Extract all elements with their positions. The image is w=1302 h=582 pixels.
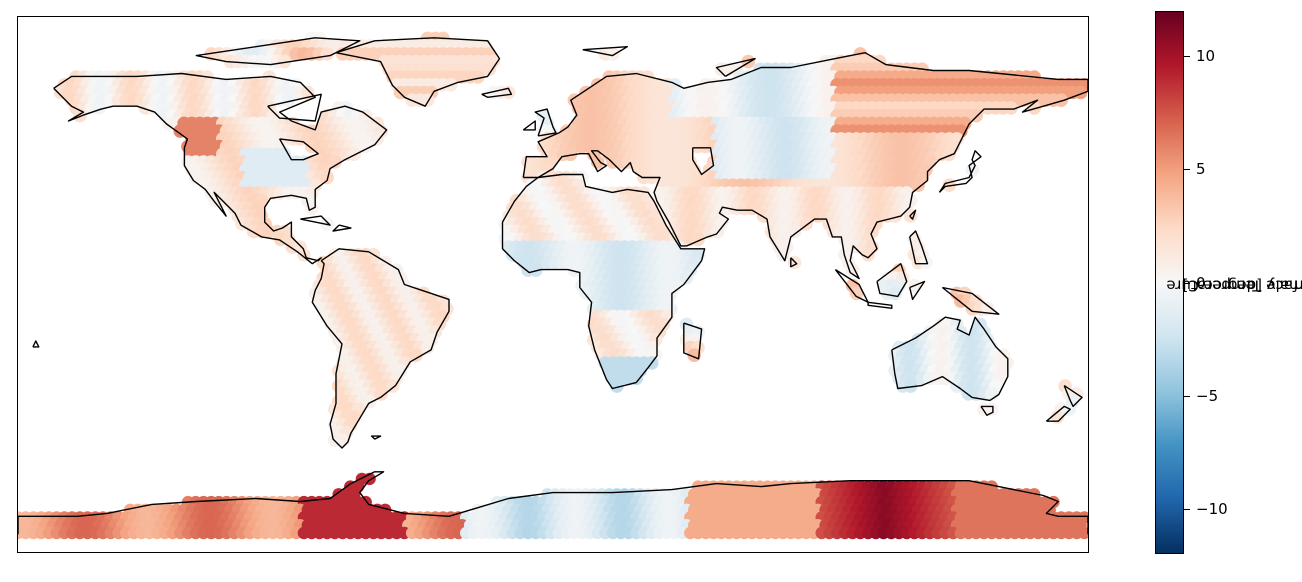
coastline-island bbox=[909, 230, 929, 265]
colorbar-tick-label: 0 bbox=[1196, 273, 1206, 292]
coastline-eurasia bbox=[522, 52, 1088, 280]
colorbar-tick-label: 5 bbox=[1196, 160, 1206, 179]
anomaly-dot bbox=[629, 371, 643, 386]
anomaly-dot bbox=[888, 286, 902, 301]
coastline-lake bbox=[692, 147, 715, 176]
anomaly-dot bbox=[328, 155, 342, 169]
colorbar bbox=[1155, 11, 1184, 554]
anomaly-dot bbox=[888, 209, 902, 223]
coastline-island bbox=[938, 150, 982, 193]
anomaly-dot bbox=[409, 348, 423, 363]
coastline-island bbox=[1063, 385, 1083, 408]
coastline-island bbox=[522, 120, 536, 131]
anomaly-dot bbox=[386, 379, 400, 393]
anomaly-dot bbox=[679, 271, 694, 285]
coastline-island bbox=[332, 224, 352, 232]
colorbar-tick-label: −5 bbox=[1196, 386, 1219, 405]
colorbar-tick bbox=[1184, 395, 1190, 397]
coastline-island bbox=[371, 435, 382, 440]
coastline-island bbox=[941, 286, 1000, 315]
coastline-island bbox=[300, 215, 331, 226]
coastline-island bbox=[790, 257, 798, 268]
coastline-antarctica bbox=[18, 471, 1088, 535]
anomaly-dot bbox=[362, 394, 377, 409]
anomaly-dot bbox=[919, 255, 933, 270]
anomaly-dot bbox=[420, 340, 435, 355]
coastline-island bbox=[909, 209, 917, 220]
coastline-lake bbox=[278, 138, 319, 161]
anomaly-dot bbox=[903, 379, 918, 393]
anomaly-dot bbox=[482, 62, 497, 77]
colorbar-tick bbox=[1184, 282, 1190, 284]
anomaly-dot bbox=[849, 286, 864, 301]
anomaly-dot bbox=[606, 47, 620, 61]
anomaly-dot bbox=[969, 108, 983, 123]
coastlines bbox=[18, 37, 1088, 535]
coastline-island bbox=[582, 46, 628, 57]
coastline-lake bbox=[267, 93, 322, 122]
anomaly-dot bbox=[281, 93, 296, 107]
coastline-north-america bbox=[53, 72, 388, 265]
colorbar-label-line2: Anomaly [degree C] bbox=[1182, 276, 1302, 295]
colorbar-tick bbox=[1184, 56, 1190, 58]
coastline-africa bbox=[501, 173, 706, 390]
colorbar-tick bbox=[1184, 508, 1190, 510]
anomaly-dot bbox=[370, 132, 385, 146]
coastline-island bbox=[32, 340, 40, 348]
world-map bbox=[18, 31, 1088, 540]
anomaly-dot bbox=[335, 433, 350, 448]
anomaly-dot bbox=[320, 47, 334, 61]
anomaly-dot bbox=[787, 224, 802, 239]
coastline-south-america bbox=[311, 248, 450, 449]
anomaly-dot bbox=[1054, 93, 1068, 107]
colorbar-tick bbox=[1184, 169, 1190, 171]
anomaly-dot bbox=[984, 402, 999, 417]
anomaly-dot bbox=[374, 387, 389, 401]
map-panel bbox=[17, 16, 1089, 553]
anomaly-dot bbox=[471, 70, 485, 84]
anomaly-dot bbox=[320, 170, 334, 185]
colorbar-tick-label: −10 bbox=[1196, 499, 1228, 518]
coastline-island bbox=[481, 87, 513, 99]
coastline-greenland bbox=[335, 37, 501, 107]
anomaly-dot bbox=[277, 54, 292, 69]
anomaly-dot bbox=[529, 263, 543, 277]
anomaly-dot bbox=[563, 147, 578, 162]
anomaly-dot bbox=[911, 178, 926, 192]
colorbar-tick-label: 10 bbox=[1196, 47, 1216, 66]
anomaly-dot bbox=[358, 139, 373, 154]
coastline-island bbox=[534, 108, 557, 137]
coastline-island bbox=[876, 262, 908, 298]
coastline-island bbox=[715, 57, 756, 78]
coastline-island bbox=[909, 280, 926, 301]
coastline-island bbox=[195, 37, 361, 66]
anomaly-dots-layer bbox=[18, 31, 1088, 540]
coastline-island bbox=[683, 322, 703, 360]
coastline-island bbox=[867, 301, 893, 309]
anomaly-dot bbox=[1078, 526, 1088, 540]
coastline-australia bbox=[891, 316, 1009, 402]
anomaly-dot bbox=[610, 379, 624, 393]
anomaly-dot bbox=[1027, 101, 1041, 115]
coastline-island bbox=[1045, 405, 1071, 422]
anomaly-dot bbox=[1004, 101, 1018, 115]
anomaly-dot bbox=[861, 248, 875, 262]
coastline-island bbox=[980, 405, 994, 416]
